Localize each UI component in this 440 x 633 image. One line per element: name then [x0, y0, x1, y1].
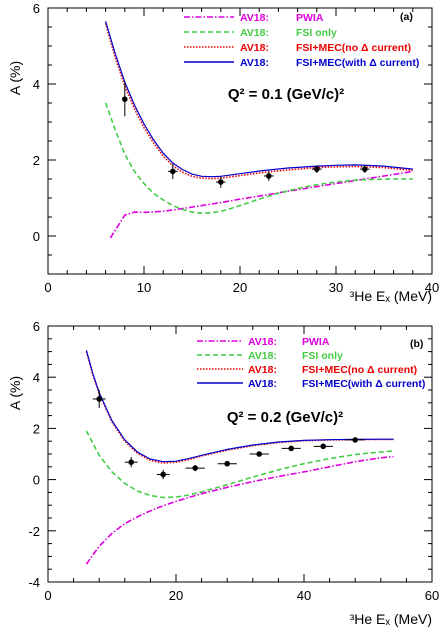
legend-model: AV18: — [240, 57, 269, 69]
legend-label: FSI only — [296, 27, 337, 39]
legend-label: PWIA — [302, 336, 330, 348]
y-tick-label: 6 — [33, 319, 40, 334]
data-point — [216, 176, 226, 188]
y-tick-label: 2 — [33, 153, 40, 168]
legend-item: AV18: FSI only — [184, 27, 337, 39]
series-line-pwia — [85, 455, 394, 565]
x-tick-label: 40 — [297, 588, 311, 603]
legend-label: PWIA — [296, 12, 324, 24]
data-point — [249, 451, 269, 457]
q2-annotation: Q² = 0.2 (GeV/c)² — [227, 409, 343, 426]
panel-label: (a) — [400, 11, 413, 23]
legend-item: AV18: FSI+MEC(with Δ current) — [197, 378, 425, 390]
x-axis-label: ³He Eₓ (MeV) — [350, 288, 432, 304]
panel-label: (b) — [410, 338, 423, 350]
q2-annotation: Q² = 0.1 (GeV/c)² — [228, 86, 344, 103]
legend-item: AV18: FSI+MEC(with Δ current) — [184, 57, 419, 69]
legend-model: AV18: — [240, 27, 269, 39]
y-tick-label: 0 — [33, 473, 40, 488]
legend-model: AV18: — [240, 12, 269, 24]
legend-model: AV18: — [248, 336, 277, 348]
legend-model: AV18: — [248, 364, 277, 376]
x-tick-label: 30 — [329, 280, 343, 295]
y-tick-label: 4 — [33, 370, 40, 385]
y-axis-label: A (%) — [7, 61, 23, 95]
x-tick-label: 40 — [425, 280, 439, 295]
data-point — [312, 165, 322, 173]
data-point — [124, 457, 138, 468]
data-point — [264, 171, 274, 181]
legend-label: FSI+MEC(no Δ current) — [302, 364, 417, 376]
series-line-fsi-only — [104, 102, 413, 215]
x-tick-label: 10 — [137, 280, 151, 295]
data-point — [360, 165, 370, 173]
data-point — [156, 469, 170, 480]
legend-model: AV18: — [240, 42, 269, 54]
legend-item: AV18: PWIA — [197, 336, 330, 348]
data-point — [345, 437, 365, 443]
legend-model: AV18: — [248, 350, 277, 362]
y-tick-label: 2 — [33, 421, 40, 436]
legend-item: AV18: FSI+MEC(no Δ current) — [184, 42, 411, 54]
series-line-fsi-mec-with-current- — [85, 350, 394, 463]
y-tick-label: -4 — [28, 575, 40, 590]
legend-label: FSI only — [302, 350, 343, 362]
y-tick-label: -2 — [28, 524, 40, 539]
x-tick-label: 20 — [169, 588, 183, 603]
x-tick-label: 0 — [44, 280, 51, 295]
data-point — [217, 460, 237, 467]
x-tick-label: 20 — [233, 280, 247, 295]
x-tick-label: 0 — [44, 588, 51, 603]
legend-label: FSI+MEC(with Δ current) — [302, 378, 425, 390]
legend-label: FSI+MEC(with Δ current) — [296, 57, 419, 69]
series-line-fsi-mec-with-current- — [105, 21, 413, 178]
data-point — [313, 443, 333, 450]
legend-item: AV18: FSI+MEC(no Δ current) — [197, 364, 417, 376]
legend-model: AV18: — [248, 378, 277, 390]
y-tick-label: 6 — [33, 1, 40, 16]
series-line-fsi-only — [85, 430, 394, 499]
panel-b: 0 20 40 60 -4 -2 0 2 4 6 ³He Eₓ (MeV) A (%) AV18: PWI… — [7, 319, 439, 627]
legend-label: FSI+MEC(no Δ current) — [296, 42, 411, 54]
data-point — [122, 82, 128, 117]
series-line-fsi-mec-no-current- — [104, 22, 413, 180]
x-axis-label: ³He Eₓ (MeV) — [350, 611, 432, 627]
y-tick-label: 4 — [33, 77, 40, 92]
y-tick-label: 0 — [33, 229, 40, 244]
legend-item: AV18: PWIA — [184, 12, 324, 24]
data-point — [185, 465, 205, 472]
data-point — [168, 163, 178, 179]
data-point — [281, 445, 301, 452]
y-axis-label: A (%) — [7, 376, 23, 410]
x-tick-label: 60 — [425, 588, 439, 603]
legend-item: AV18: FSI only — [197, 350, 343, 362]
data-point — [92, 390, 106, 408]
series-line-pwia — [109, 170, 413, 239]
